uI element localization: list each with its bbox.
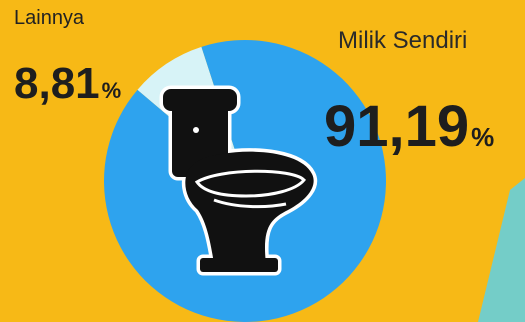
slice-value-lainnya: 8,81% <box>14 59 122 108</box>
slice-label-lainnya: Lainnya <box>14 7 85 29</box>
slice-value-milik-sendiri: 91,19% <box>324 94 495 159</box>
slice-label-milik-sendiri: Milik Sendiri <box>338 27 468 54</box>
pie-slice-milik-sendiri <box>103 39 386 322</box>
